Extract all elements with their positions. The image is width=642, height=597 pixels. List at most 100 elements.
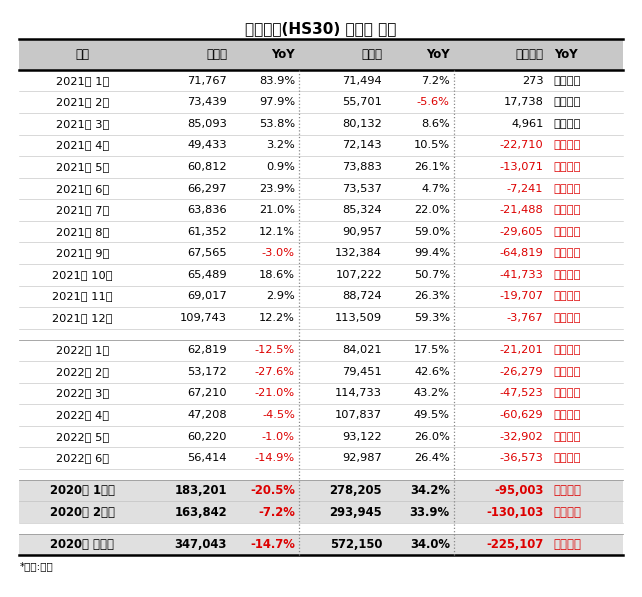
Text: -64,819: -64,819 xyxy=(499,248,543,259)
Text: 적자확대: 적자확대 xyxy=(553,453,581,463)
Text: -27.6%: -27.6% xyxy=(255,367,295,377)
Text: 2022년 6월: 2022년 6월 xyxy=(56,453,108,463)
Text: -95,003: -95,003 xyxy=(494,484,543,497)
Text: -1.0%: -1.0% xyxy=(262,432,295,442)
Text: -14.7%: -14.7% xyxy=(250,538,295,551)
Text: 53.8%: 53.8% xyxy=(259,119,295,129)
Text: 0.9%: 0.9% xyxy=(266,162,295,172)
Text: -4.5%: -4.5% xyxy=(262,410,295,420)
Text: 113,509: 113,509 xyxy=(335,313,382,323)
Text: 67,565: 67,565 xyxy=(187,248,227,259)
Text: 66,297: 66,297 xyxy=(187,183,227,193)
Text: 107,837: 107,837 xyxy=(335,410,382,420)
Text: 85,093: 85,093 xyxy=(187,119,227,129)
Text: 12.2%: 12.2% xyxy=(259,313,295,323)
Text: 273: 273 xyxy=(522,76,543,85)
Text: 적자확대: 적자확대 xyxy=(553,140,581,150)
Bar xyxy=(19,39,623,70)
Text: 적자전환: 적자전환 xyxy=(553,313,581,323)
Text: 163,842: 163,842 xyxy=(175,506,227,519)
Text: 2021년 7월: 2021년 7월 xyxy=(55,205,109,215)
Text: 73,883: 73,883 xyxy=(342,162,382,172)
Text: -14.9%: -14.9% xyxy=(255,453,295,463)
Text: 적자전환: 적자전환 xyxy=(553,484,582,497)
Text: 2021년 10월: 2021년 10월 xyxy=(52,270,112,280)
Text: 65,489: 65,489 xyxy=(187,270,227,280)
Text: YoY: YoY xyxy=(553,48,577,61)
Text: 적자전환: 적자전환 xyxy=(553,162,581,172)
Text: 61,352: 61,352 xyxy=(187,227,227,236)
Text: 2021년 6월: 2021년 6월 xyxy=(56,183,108,193)
Text: -21,488: -21,488 xyxy=(499,205,543,215)
Text: 60,220: 60,220 xyxy=(187,432,227,442)
Text: 56,414: 56,414 xyxy=(187,453,227,463)
Text: 47,208: 47,208 xyxy=(187,410,227,420)
Text: -3.0%: -3.0% xyxy=(262,248,295,259)
Text: 572,150: 572,150 xyxy=(329,538,382,551)
Text: -3,767: -3,767 xyxy=(507,313,543,323)
Text: -47,523: -47,523 xyxy=(499,389,543,398)
Text: 93,122: 93,122 xyxy=(342,432,382,442)
Text: -29,605: -29,605 xyxy=(499,227,543,236)
Text: 73,439: 73,439 xyxy=(187,97,227,107)
Text: 69,017: 69,017 xyxy=(187,291,227,301)
Text: 흑자전환: 흑자전환 xyxy=(553,119,581,129)
Text: 2021년 2월: 2021년 2월 xyxy=(56,97,108,107)
Text: 42.6%: 42.6% xyxy=(414,367,450,377)
Text: -26,279: -26,279 xyxy=(499,367,543,377)
Text: 4.7%: 4.7% xyxy=(421,183,450,193)
Text: 84,021: 84,021 xyxy=(342,345,382,355)
Text: 2021년 1월: 2021년 1월 xyxy=(55,76,109,85)
Text: -7.2%: -7.2% xyxy=(258,506,295,519)
Bar xyxy=(19,480,623,501)
Text: 34.2%: 34.2% xyxy=(410,484,450,497)
Text: 114,733: 114,733 xyxy=(335,389,382,398)
Text: -13,071: -13,071 xyxy=(499,162,543,172)
Text: 적자확대: 적자확대 xyxy=(553,227,581,236)
Text: -130,103: -130,103 xyxy=(486,506,543,519)
Bar xyxy=(19,501,623,523)
Text: 구분: 구분 xyxy=(75,48,89,61)
Text: 적자축소: 적자축소 xyxy=(553,183,581,193)
Text: 12.1%: 12.1% xyxy=(259,227,295,236)
Text: -32,902: -32,902 xyxy=(499,432,543,442)
Text: -21,201: -21,201 xyxy=(499,345,543,355)
Text: YoY: YoY xyxy=(426,48,450,61)
Text: 의료용품(HS30) 수출입 실적: 의료용품(HS30) 수출입 실적 xyxy=(245,21,397,36)
Text: -21.0%: -21.0% xyxy=(255,389,295,398)
Text: 43.2%: 43.2% xyxy=(414,389,450,398)
Text: 21.0%: 21.0% xyxy=(259,205,295,215)
Text: 수출액: 수출액 xyxy=(206,48,227,61)
Text: 2020년 상반기: 2020년 상반기 xyxy=(50,538,114,551)
Text: 2021년 12월: 2021년 12월 xyxy=(52,313,112,323)
Text: 293,945: 293,945 xyxy=(329,506,382,519)
Text: 34.0%: 34.0% xyxy=(410,538,450,551)
Text: 2021년 3월: 2021년 3월 xyxy=(55,119,109,129)
Text: 109,743: 109,743 xyxy=(180,313,227,323)
Text: 2020년 2분기: 2020년 2분기 xyxy=(49,506,115,519)
Text: -19,707: -19,707 xyxy=(499,291,543,301)
Text: -20.5%: -20.5% xyxy=(250,484,295,497)
Text: 23.9%: 23.9% xyxy=(259,183,295,193)
Text: -36,573: -36,573 xyxy=(499,453,543,463)
Text: 17,738: 17,738 xyxy=(503,97,543,107)
Text: 10.5%: 10.5% xyxy=(413,140,450,150)
Text: -22,710: -22,710 xyxy=(499,140,543,150)
Text: 88,724: 88,724 xyxy=(342,291,382,301)
Text: 67,210: 67,210 xyxy=(187,389,227,398)
Text: 2021년 11월: 2021년 11월 xyxy=(52,291,112,301)
Text: 적자확대: 적자확대 xyxy=(553,538,582,551)
Text: 71,767: 71,767 xyxy=(187,76,227,85)
Text: 63,836: 63,836 xyxy=(187,205,227,215)
Text: 2021년 8월: 2021년 8월 xyxy=(55,227,109,236)
Text: 17.5%: 17.5% xyxy=(413,345,450,355)
Text: 278,205: 278,205 xyxy=(329,484,382,497)
Text: 8.6%: 8.6% xyxy=(421,119,450,129)
Text: 적자전환: 적자전환 xyxy=(553,389,581,398)
Text: 적자확대: 적자확대 xyxy=(553,410,581,420)
Text: 26.0%: 26.0% xyxy=(414,432,450,442)
Text: 2022년 4월: 2022년 4월 xyxy=(56,410,108,420)
Text: 22.0%: 22.0% xyxy=(414,205,450,215)
Text: 49,433: 49,433 xyxy=(187,140,227,150)
Text: YoY: YoY xyxy=(272,48,295,61)
